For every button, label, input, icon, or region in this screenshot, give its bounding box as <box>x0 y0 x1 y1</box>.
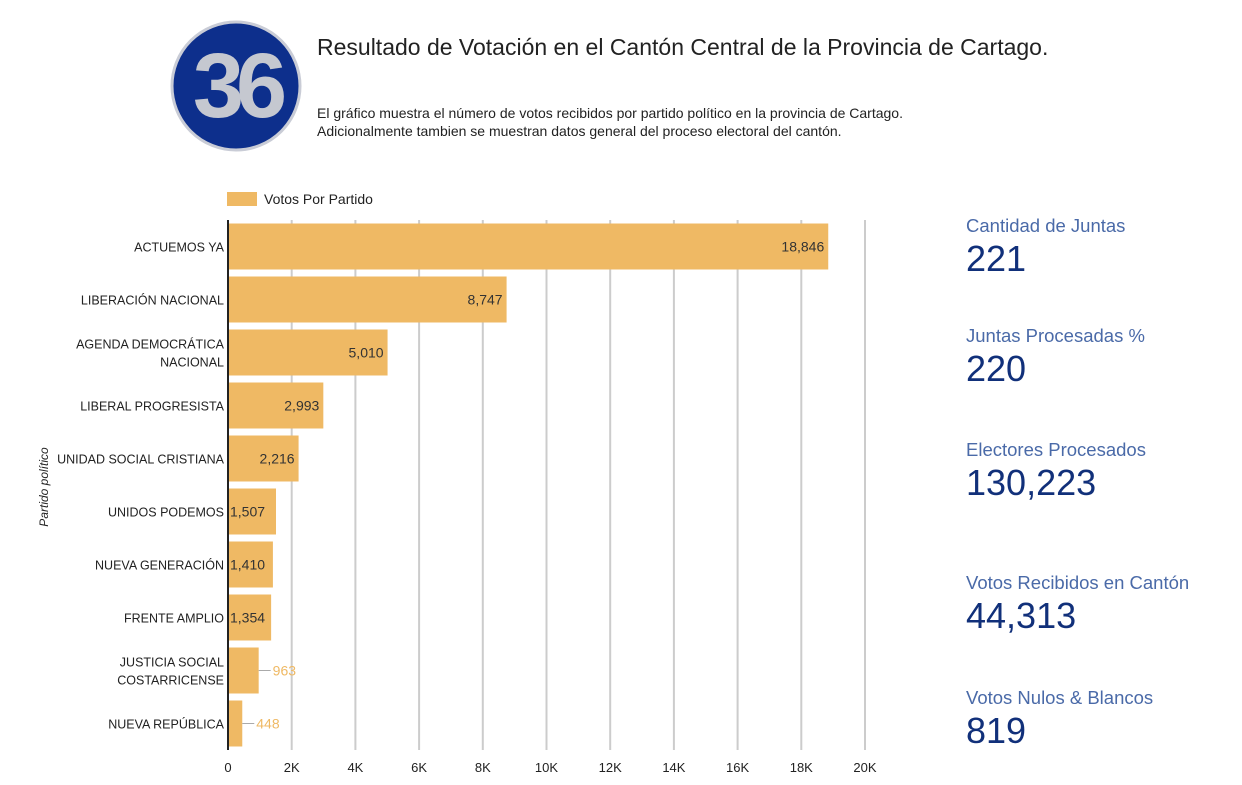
x-tick-label: 4K <box>347 760 363 775</box>
category-label: NUEVA REPÚBLICA <box>108 717 224 732</box>
kpi-votos-recibidos: Votos Recibidos en Cantón 44,313 <box>966 572 1189 636</box>
x-tick-label: 10K <box>535 760 558 775</box>
x-tick-label: 6K <box>411 760 427 775</box>
bar <box>228 382 324 429</box>
36-logo: 36 <box>170 20 302 152</box>
legend-label: Votos Por Partido <box>264 191 373 207</box>
category-label: FRENTE AMPLIO <box>124 612 224 626</box>
category-label: LIBERAL PROGRESISTA <box>80 400 224 414</box>
x-tick-label: 8K <box>475 760 491 775</box>
kpi-label: Votos Recibidos en Cantón <box>966 572 1190 593</box>
data-label: 5,010 <box>349 345 384 361</box>
x-tick-label: 0 <box>224 760 231 775</box>
data-label: 2,993 <box>284 398 319 414</box>
bar <box>228 435 299 482</box>
data-label: 963 <box>273 663 297 679</box>
bar-chart: 0 2K 4K 6K 8K 10K 12K 14K 16K 18K 20K ACTUEMOS YA 18… <box>37 220 877 775</box>
data-label: 1,354 <box>230 610 265 626</box>
page-subtitle: El gráfico muestra el número de votos re… <box>317 104 997 140</box>
category-label: COSTARRICENSE <box>117 674 224 688</box>
kpi-juntas-procesadas: Juntas Procesadas % 220 <box>966 325 1145 389</box>
category-label: NUEVA GENERACIÓN <box>95 558 224 573</box>
bar <box>228 700 243 747</box>
x-tick-label: 14K <box>662 760 685 775</box>
data-label: 8,747 <box>468 292 503 308</box>
bar <box>228 647 259 694</box>
bar <box>228 541 273 588</box>
kpi-value: 130,223 <box>966 462 1097 503</box>
y-axis-title: Partido político <box>37 447 51 527</box>
kpi-value: 44,313 <box>966 595 1077 636</box>
subtitle-line: Adicionalmente tambien se muestran datos… <box>317 123 842 139</box>
data-label: 2,216 <box>260 451 295 467</box>
bar <box>228 329 388 376</box>
category-label: LIBERACIÓN NACIONAL <box>81 293 224 308</box>
kpi-label: Electores Procesados <box>966 439 1146 460</box>
legend-swatch <box>227 192 257 206</box>
category-label: AGENDA DEMOCRÁTICA <box>76 337 225 352</box>
bar <box>228 594 272 641</box>
kpi-value: 220 <box>966 348 1027 389</box>
bar <box>228 488 276 535</box>
data-label: 18,846 <box>781 239 824 255</box>
category-label: ACTUEMOS YA <box>134 241 224 255</box>
x-tick-label: 12K <box>599 760 622 775</box>
kpi-electores-procesados: Electores Procesados 130,223 <box>966 439 1146 503</box>
data-label: 448 <box>256 716 280 732</box>
kpi-value: 819 <box>966 710 1027 751</box>
bar <box>228 223 829 270</box>
category-label: UNIDAD SOCIAL CRISTIANA <box>57 453 225 467</box>
logo-text: 36 <box>193 35 284 137</box>
data-label: 1,507 <box>230 504 265 520</box>
category-label: JUSTICIA SOCIAL <box>120 656 224 670</box>
bar <box>228 276 507 323</box>
category-label: UNIDOS PODEMOS <box>108 506 224 520</box>
page-title: Resultado de Votación en el Cantón Centr… <box>317 34 1049 60</box>
chart-legend: Votos Por Partido <box>227 189 373 209</box>
kpi-votos-nulos-blancos: Votos Nulos & Blancos 819 <box>966 687 1153 751</box>
kpi-value: 221 <box>966 238 1027 279</box>
x-tick-label: 18K <box>790 760 813 775</box>
kpi-label: Votos Nulos & Blancos <box>966 687 1154 708</box>
category-label: NACIONAL <box>160 356 224 370</box>
subtitle-line: El gráfico muestra el número de votos re… <box>317 105 903 121</box>
x-tick-label: 16K <box>726 760 749 775</box>
kpi-label: Juntas Procesadas % <box>966 325 1145 346</box>
x-tick-label: 2K <box>284 760 300 775</box>
x-tick-label: 20K <box>853 760 876 775</box>
kpi-label: Cantidad de Juntas <box>966 215 1126 236</box>
kpi-cantidad-juntas: Cantidad de Juntas 221 <box>966 215 1125 279</box>
data-label: 1,410 <box>230 557 265 573</box>
kpi-panel: Cantidad de Juntas 221 Juntas Procesadas… <box>966 0 1236 785</box>
